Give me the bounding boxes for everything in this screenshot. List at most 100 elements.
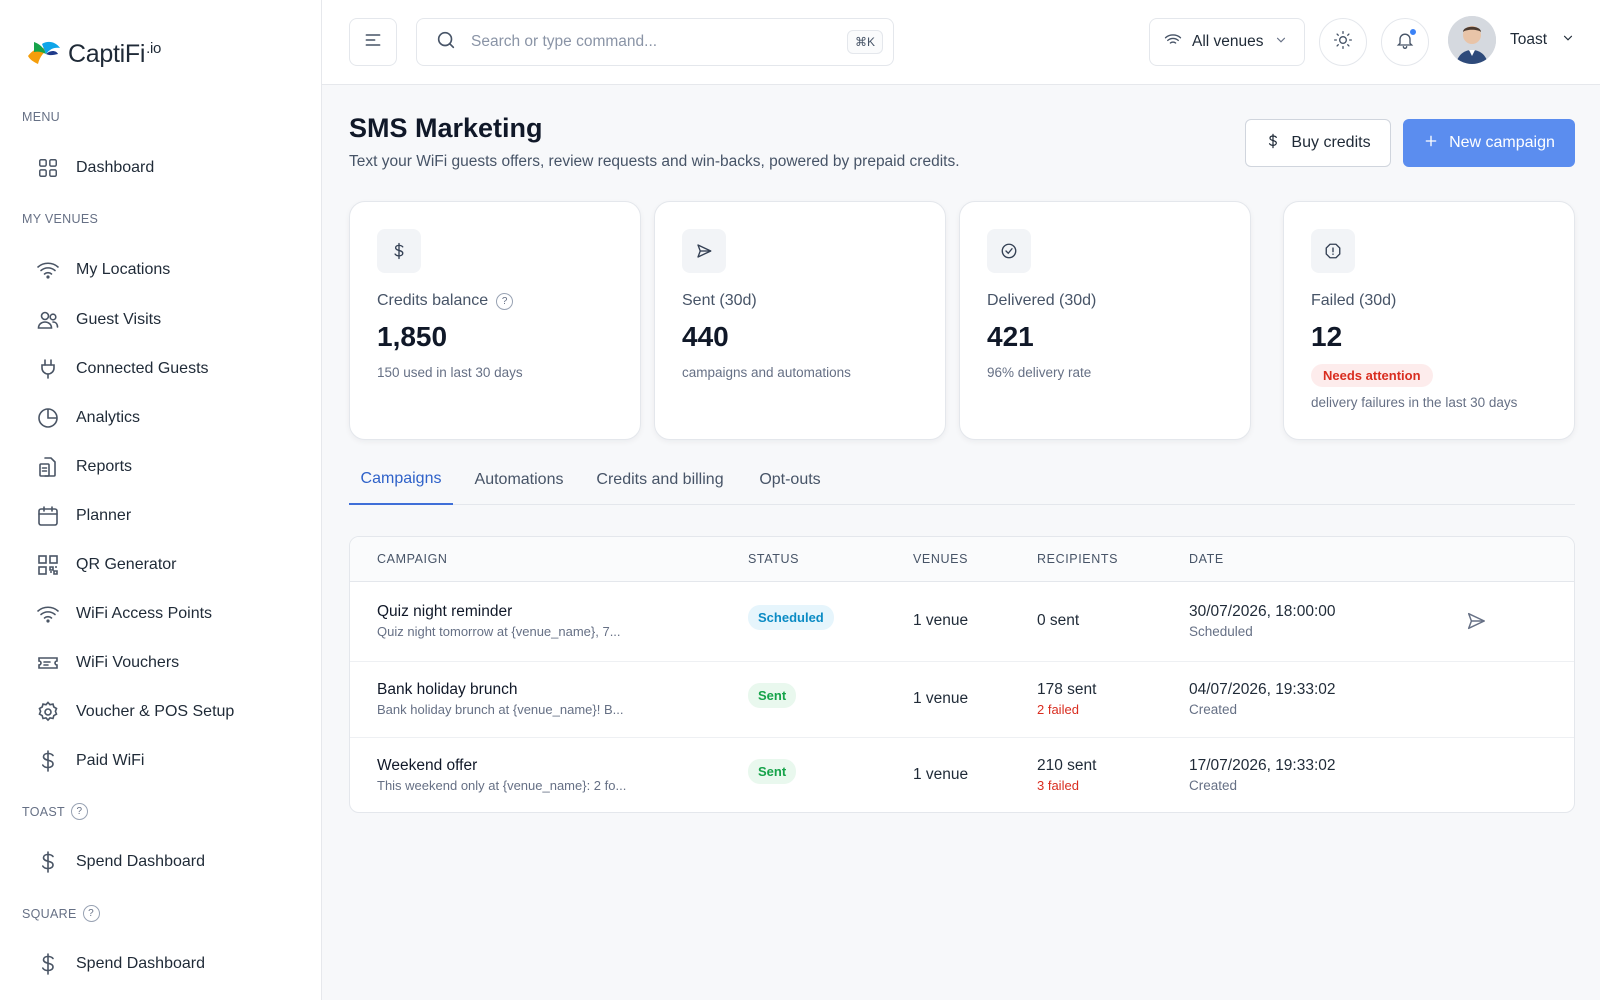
sidebar-item-label: Spend Dashboard — [76, 955, 205, 972]
table-row[interactable]: Quiz night reminder Quiz night tomorrow … — [350, 582, 1574, 662]
users-icon — [36, 308, 60, 332]
date-cell: 04/07/2026, 19:33:02 Created — [1189, 681, 1336, 717]
venues-cell: 1 venue — [913, 690, 969, 707]
sidebar-item-label: WiFi Vouchers — [76, 654, 180, 671]
logo[interactable]: CaptiFi.io — [24, 34, 161, 74]
help-icon[interactable]: ? — [82, 905, 100, 922]
stat-label: Delivered (30d) — [987, 292, 1097, 309]
venues-section-label: MY VENUES — [22, 212, 99, 226]
search-input[interactable] — [471, 33, 831, 51]
menu-section-label: MENU — [22, 110, 61, 124]
status-badge: Scheduled — [748, 605, 834, 630]
status-cell: Sent — [748, 759, 797, 784]
user-menu[interactable]: Toast — [1448, 16, 1575, 64]
menu-toggle-button[interactable] — [349, 18, 397, 66]
status-cell: Sent — [748, 683, 797, 708]
sidebar-item-qr-generator[interactable]: QR Generator — [22, 544, 300, 586]
pie-chart-icon — [36, 406, 60, 430]
recipients-sent: 210 sent — [1037, 757, 1097, 774]
document-icon — [36, 455, 60, 479]
column-header-date: DATE — [1189, 552, 1224, 566]
sidebar-item-label: QR Generator — [76, 556, 177, 573]
sidebar: CaptiFi.io MENU Dashboard MY VENUES My L… — [0, 0, 322, 1000]
recipients-cell: 0 sent — [1037, 612, 1080, 629]
campaign-name[interactable]: Weekend offer — [377, 757, 478, 774]
date-value: 04/07/2026, 19:33:02 — [1189, 681, 1336, 698]
search-box[interactable]: ⌘K — [416, 18, 894, 66]
recipients-cell: 178 sent 2 failed — [1037, 681, 1096, 717]
date-value: 30/07/2026, 18:00:00 — [1189, 603, 1336, 620]
venue-select[interactable]: All venues — [1149, 18, 1305, 66]
tab-opt-outs[interactable]: Opt-outs — [759, 471, 821, 488]
table-row[interactable]: Bank holiday brunch Bank holiday brunch … — [350, 662, 1574, 738]
wifi-icon — [36, 258, 60, 282]
stat-card-delivered: Delivered (30d) 421 96% delivery rate — [959, 201, 1251, 440]
sidebar-item-paid-wifi[interactable]: Paid WiFi — [22, 740, 300, 782]
venue-select-value: All venues — [1192, 33, 1264, 50]
sidebar-item-wifi-access-points[interactable]: WiFi Access Points — [22, 593, 300, 635]
toast-section-label: TOAST ? — [22, 803, 88, 820]
status-cell: Scheduled — [748, 605, 834, 630]
sidebar-item-reports[interactable]: Reports — [22, 446, 300, 488]
date-subtext: Created — [1189, 702, 1238, 717]
column-header-recipients: RECIPIENTS — [1037, 552, 1119, 566]
tab-campaigns[interactable]: Campaigns — [349, 455, 453, 505]
sidebar-item-planner[interactable]: Planner — [22, 495, 300, 537]
sidebar-item-label: Paid WiFi — [76, 752, 145, 769]
recipients-sent: 178 sent — [1037, 681, 1097, 698]
status-badge: Sent — [748, 683, 797, 708]
sidebar-item-label: Spend Dashboard — [76, 853, 205, 870]
new-campaign-button[interactable]: New campaign — [1403, 119, 1575, 167]
stat-card-failed: Failed (30d) 12 Needs attention delivery… — [1283, 201, 1575, 440]
sidebar-item-label: Voucher & POS Setup — [76, 703, 235, 720]
logo-text: CaptiFi.io — [68, 39, 162, 68]
sidebar-item-analytics[interactable]: Analytics — [22, 397, 300, 439]
notifications-button[interactable] — [1381, 18, 1429, 66]
recipients-cell: 210 sent 3 failed — [1037, 757, 1096, 793]
sidebar-item-label: Guest Visits — [76, 311, 162, 328]
tab-automations[interactable]: Automations — [474, 471, 564, 488]
sidebar-item-wifi-vouchers[interactable]: WiFi Vouchers — [22, 642, 300, 684]
sidebar-item-connected-guests[interactable]: Connected Guests — [22, 348, 300, 390]
alert-icon — [1311, 229, 1355, 273]
help-icon[interactable]: ? — [70, 803, 88, 820]
date-cell: 17/07/2026, 19:33:02 Created — [1189, 757, 1336, 793]
column-header-status: STATUS — [748, 552, 800, 566]
sidebar-item-voucher-pos-setup[interactable]: Voucher & POS Setup — [22, 691, 300, 733]
wifi-icon — [36, 602, 60, 626]
page-subtitle: Text your WiFi guests offers, review req… — [349, 153, 960, 170]
send-icon — [682, 229, 726, 273]
buy-credits-button[interactable]: Buy credits — [1245, 119, 1391, 167]
sidebar-item-dashboard[interactable]: Dashboard — [22, 147, 300, 189]
sun-icon — [1333, 30, 1353, 55]
new-campaign-label: New campaign — [1449, 134, 1555, 151]
send-now-button[interactable] — [1465, 610, 1487, 637]
campaign-name[interactable]: Bank holiday brunch — [377, 681, 518, 698]
sidebar-item-guest-visits[interactable]: Guest Visits — [22, 299, 300, 341]
gear-icon — [36, 700, 60, 724]
buy-credits-label: Buy credits — [1291, 134, 1371, 151]
chevron-down-icon — [1561, 31, 1575, 50]
logo-bird-icon — [24, 34, 64, 74]
date-value: 17/07/2026, 19:33:02 — [1189, 757, 1336, 774]
tab-credits-and-billing[interactable]: Credits and billing — [596, 471, 724, 488]
campaigns-table: CAMPAIGN STATUS VENUES RECIPIENTS DATE Q… — [349, 536, 1575, 813]
campaign-name[interactable]: Quiz night reminder — [377, 603, 513, 620]
theme-toggle-button[interactable] — [1319, 18, 1367, 66]
campaign-cell: Quiz night reminder Quiz night tomorrow … — [377, 603, 621, 639]
page-title: SMS Marketing — [349, 113, 543, 143]
sidebar-item-label: My Locations — [76, 261, 171, 278]
date-cell: 30/07/2026, 18:00:00 Scheduled — [1189, 603, 1336, 639]
main-content: SMS Marketing Text your WiFi guests offe… — [322, 85, 1600, 1000]
sidebar-item-toast-spend-dashboard[interactable]: Spend Dashboard — [22, 841, 300, 883]
sidebar-item-square-spend-dashboard[interactable]: Spend Dashboard — [22, 943, 300, 985]
dollar-icon — [36, 850, 60, 874]
stat-label: Failed (30d) — [1311, 292, 1397, 309]
dollar-icon — [36, 749, 60, 773]
stat-card-credits-balance: Credits balance? 1,850 150 used in last … — [349, 201, 641, 440]
sidebar-item-my-locations[interactable]: My Locations — [22, 249, 300, 291]
column-header-campaign: CAMPAIGN — [377, 552, 448, 566]
table-row[interactable]: Weekend offer This weekend only at {venu… — [350, 738, 1574, 812]
help-icon[interactable]: ? — [496, 292, 514, 310]
topbar: ⌘K All venues Toast — [322, 0, 1600, 85]
